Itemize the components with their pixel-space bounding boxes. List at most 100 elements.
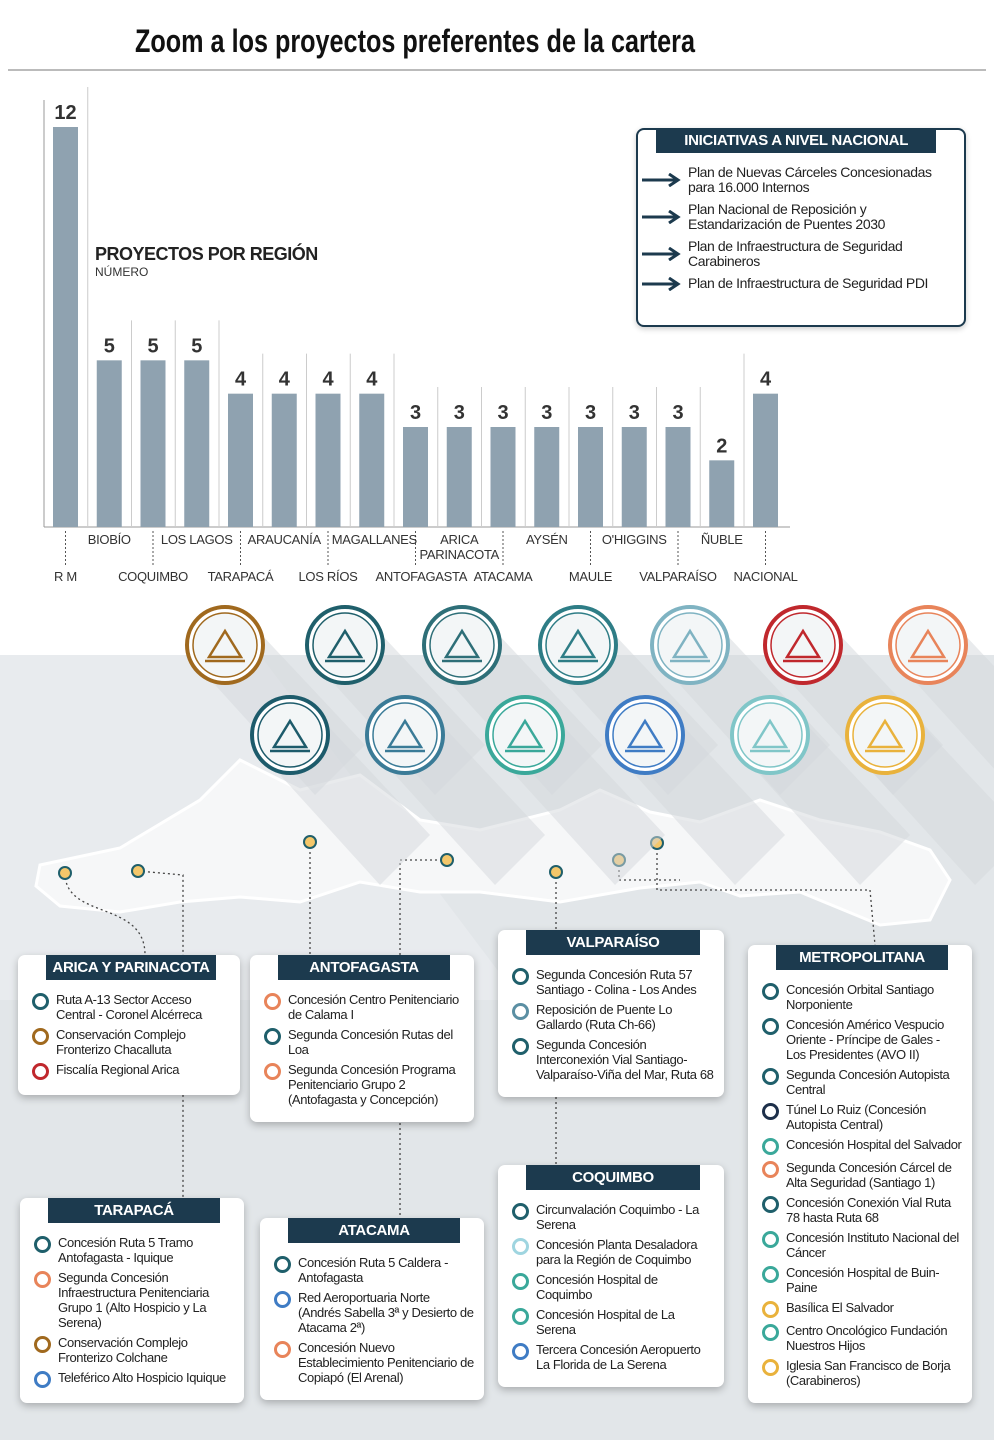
pin	[549, 865, 563, 879]
bar	[446, 427, 472, 527]
bar	[184, 360, 210, 527]
icons	[185, 605, 994, 885]
x-tick-label: TARAPACÁ	[207, 569, 274, 584]
project-text: Concesión Nuevo Establecimiento Penitenc…	[298, 1340, 474, 1385]
project-item: Iglesia San Francisco de Borja (Carabine…	[762, 1358, 962, 1388]
project-bullet	[274, 1291, 291, 1308]
value-label: 3	[497, 402, 508, 424]
bar	[490, 427, 516, 527]
x-tick-label: ARICA PARINACOTA	[419, 532, 500, 562]
project-item: Concesión Hospital del Salvador	[762, 1137, 962, 1155]
bar	[96, 360, 122, 527]
region-box: ATACAMA Concesión Ruta 5 Caldera - Antofa…	[260, 1218, 484, 1400]
project-item: Concesión Instituto Nacional del Cáncer	[762, 1230, 962, 1260]
project-item: Concesión Hospital de Coquimbo	[512, 1272, 714, 1302]
project-text: Ruta A-13 Sector Acceso Central - Corone…	[56, 992, 202, 1022]
national-item-text: Plan de Infraestructura de Seguridad Car…	[688, 238, 903, 269]
x-tick-label: ANTOFAGASTA	[375, 569, 468, 584]
project-bullet	[762, 1231, 779, 1248]
project-item: Concesión Ruta 5 Tramo Antofagasta - Iqu…	[34, 1235, 234, 1265]
icon-glyph	[558, 628, 598, 663]
project-bullet	[264, 1063, 281, 1080]
project-text: Centro Oncológico Fundación Nuestros Hij…	[786, 1323, 948, 1353]
project-text: Concesión Hospital del Salvador	[786, 1137, 962, 1152]
region-title: ATACAMA	[288, 1218, 460, 1243]
region-title: VALPARAÍSO	[526, 930, 700, 955]
icon-glyph	[783, 628, 823, 663]
national-item: Plan Nacional de Reposición y Estandariz…	[642, 202, 954, 232]
project-bullet	[762, 1068, 779, 1085]
project-bullet	[762, 1138, 779, 1155]
icon-inner	[257, 702, 323, 768]
project-item: Segunda Concesión Programa Penitenciario…	[264, 1062, 464, 1107]
project-bullet	[512, 1003, 529, 1020]
project-text: Concesión Centro Penitenciario de Calama…	[288, 992, 459, 1022]
project-item: Concesión Orbital Santiago Norponiente	[762, 982, 962, 1012]
value-label: 3	[629, 402, 640, 424]
project-bullet	[762, 1324, 779, 1341]
icon-glyph	[625, 718, 665, 753]
value-label: 4	[366, 369, 378, 391]
pin	[303, 835, 317, 849]
project-text: Segunda Concesión Interconexión Vial San…	[536, 1037, 714, 1082]
x-tick-label: O'HIGGINS	[601, 532, 667, 547]
project-text: Segunda Concesión Infraestructura Penite…	[58, 1270, 209, 1330]
project-text: Segunda Concesión Cárcel de Alta Segurid…	[786, 1160, 952, 1190]
project-bullet	[762, 1359, 779, 1376]
project-text: Concesión Ruta 5 Tramo Antofagasta - Iqu…	[58, 1235, 193, 1265]
icon-glyph	[670, 628, 710, 663]
project-item: Centro Oncológico Fundación Nuestros Hij…	[762, 1323, 962, 1353]
icon-glyph	[270, 718, 310, 753]
region-title: TARAPACÁ	[48, 1198, 220, 1223]
bar	[665, 427, 691, 527]
project-item: Conservación Complejo Fronterizo Colchan…	[34, 1335, 234, 1365]
bar	[271, 393, 297, 527]
x-tick-label: ÑUBLE	[700, 532, 743, 547]
project-item: Túnel Lo Ruiz (Concesión Autopista Centr…	[762, 1102, 962, 1132]
region-box: ANTOFAGASTA Concesión Centro Penitenciari…	[250, 955, 474, 1122]
page-title: Zoom a los proyectos preferentes de la c…	[135, 23, 695, 59]
bar	[53, 127, 78, 527]
icon-inner	[429, 612, 495, 678]
pin	[58, 866, 72, 880]
project-text: Fiscalía Regional Arica	[56, 1062, 180, 1077]
project-bullet	[762, 1266, 779, 1283]
value-label: 4	[235, 369, 247, 391]
arrow	[642, 276, 681, 291]
bar	[228, 393, 253, 527]
project-item: Fiscalía Regional Arica	[32, 1062, 230, 1080]
project-bullet	[274, 1256, 291, 1273]
project-item: Segunda Concesión Infraestructura Penite…	[34, 1270, 234, 1330]
project-text: Conservación Complejo Fronterizo Chacall…	[56, 1027, 186, 1057]
x-tick-label: R M	[54, 569, 77, 584]
region-title: ANTOFAGASTA	[278, 955, 450, 980]
arrow	[642, 210, 681, 224]
project-item: Ruta A-13 Sector Acceso Central - Corone…	[32, 992, 230, 1022]
bar	[359, 393, 385, 527]
project-bullet	[264, 1028, 281, 1045]
project-bullet	[512, 1038, 529, 1055]
arrow-shape	[642, 247, 681, 261]
project-text: Segunda Concesión Rutas del Loa	[288, 1027, 453, 1057]
leader	[64, 872, 146, 956]
project-item: Concesión Nuevo Establecimiento Penitenc…	[274, 1340, 474, 1385]
project-bullet	[762, 1018, 779, 1035]
icon-inner	[372, 702, 438, 768]
project-text: Red Aeroportuaria Norte (Andrés Sabella …	[298, 1290, 474, 1335]
project-bullet	[762, 1196, 779, 1213]
chart-title: PROYECTOS POR REGIÓN	[95, 243, 318, 264]
project-text: Concesión Instituto Nacional del Cáncer	[786, 1230, 959, 1260]
arrow-shape	[642, 173, 681, 187]
icon-inner	[852, 702, 918, 768]
value-label: 5	[147, 335, 158, 357]
icon-glyph	[865, 718, 905, 753]
arrow-shape	[642, 210, 681, 224]
project-text: Concesión Conexión Vial Ruta 78 hasta Ru…	[786, 1195, 951, 1225]
project-bullet	[512, 1308, 529, 1325]
bar	[621, 427, 647, 527]
project-bullet	[512, 968, 529, 985]
project-bullet	[34, 1236, 51, 1253]
icon-glyph	[325, 628, 365, 663]
project-bullet	[264, 993, 281, 1010]
